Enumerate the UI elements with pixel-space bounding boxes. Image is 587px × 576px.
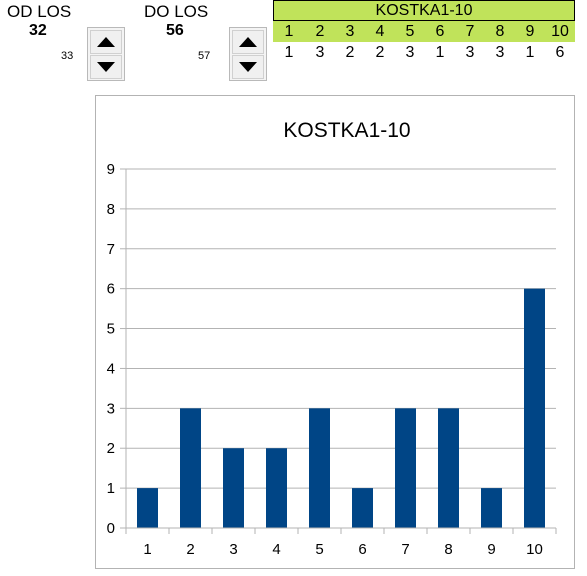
table-count-cell-2: 3 (315, 44, 325, 61)
to-decrement-button[interactable] (232, 55, 264, 79)
chart-area: KOSTKA1-10 0 1 2 3 4 5 6 7 8 9 1 2 3 4 5 6 7 8 9 10 (95, 95, 575, 569)
table-count-cell-3: 2 (345, 44, 355, 61)
table-face-cell-8: 8 (495, 23, 505, 40)
x-tick-label: 8 (444, 541, 452, 558)
from-next-value: 33 (61, 50, 74, 62)
table-count-cell-8: 3 (495, 44, 505, 61)
y-tick-label: 6 (107, 281, 115, 298)
bar-7 (395, 408, 416, 528)
table-face-cell-7: 7 (465, 23, 475, 40)
arrow-down-icon (239, 62, 257, 72)
table-count-cell-7: 3 (465, 44, 475, 61)
bar-4 (266, 448, 287, 528)
x-tick-label: 6 (358, 541, 366, 558)
to-label: DO LOS (144, 2, 209, 21)
bar-5 (309, 408, 330, 528)
to-spinner[interactable] (229, 27, 267, 81)
to-value: 56 (166, 22, 184, 39)
bar-10 (524, 288, 545, 528)
x-tick-label: 10 (526, 541, 543, 558)
arrow-up-icon (239, 37, 257, 47)
table-face-cell-4: 4 (375, 23, 385, 40)
table-face-cell-10: 10 (551, 23, 569, 40)
table-face-cell-2: 2 (315, 23, 325, 40)
table-count-cell-10: 6 (555, 44, 565, 61)
y-tick-label: 4 (107, 360, 115, 377)
table-count-cell-4: 2 (375, 44, 385, 61)
x-tick-label: 3 (229, 541, 237, 558)
x-tick-label: 7 (401, 541, 409, 558)
bar-3 (223, 448, 244, 528)
from-label: OD LOS (7, 2, 72, 21)
bar-6 (352, 488, 373, 528)
from-value: 32 (29, 22, 47, 39)
arrow-up-icon (97, 37, 115, 47)
y-tick-label: 5 (107, 321, 115, 338)
bar-2 (180, 408, 201, 528)
table-count-cell-9: 1 (525, 44, 535, 61)
y-tick-label: 8 (107, 201, 115, 218)
table-face-cell-1: 1 (284, 23, 294, 40)
frequency-table: KOSTKA1-10 1 2 3 4 5 6 7 8 9 10 1 3 2 2 3 1 3 3 1 6 (273, 0, 575, 63)
x-tick-label: 4 (272, 541, 280, 558)
y-tick-label: 7 (107, 241, 115, 258)
table-header-row: 1 2 3 4 5 6 7 8 9 10 (273, 21, 575, 42)
table-face-cell-5: 5 (405, 23, 415, 40)
to-increment-button[interactable] (232, 30, 264, 54)
arrow-down-icon (97, 62, 115, 72)
y-tick-label: 0 (107, 520, 115, 537)
table-count-cell-5: 3 (405, 44, 415, 61)
y-tick-label: 9 (107, 161, 115, 178)
table-title: KOSTKA1-10 (273, 0, 575, 21)
table-face-cell-9: 9 (525, 23, 535, 40)
from-spinner[interactable] (87, 27, 125, 81)
bar-9 (481, 488, 502, 528)
y-tick-label: 3 (107, 400, 115, 417)
table-count-cell-6: 1 (435, 44, 445, 61)
x-tick-label: 1 (143, 541, 151, 558)
x-tick-label: 5 (315, 541, 323, 558)
y-tick-label: 1 (107, 480, 115, 497)
to-next-value: 57 (198, 50, 211, 62)
x-tick-label: 2 (186, 541, 194, 558)
table-count-cell-1: 1 (284, 44, 294, 61)
table-data-row: 1 3 2 2 3 1 3 3 1 6 (273, 42, 575, 63)
x-tick-label: 9 (487, 541, 495, 558)
from-increment-button[interactable] (90, 30, 122, 54)
bar-chart: KOSTKA1-10 0 1 2 3 4 5 6 7 8 9 1 2 3 4 5 6 7 8 9 10 (107, 119, 557, 558)
y-tick-label: 2 (107, 440, 115, 457)
bar-1 (137, 488, 158, 528)
bar-8 (438, 408, 459, 528)
table-face-cell-6: 6 (435, 23, 445, 40)
table-face-cell-3: 3 (345, 23, 355, 40)
from-decrement-button[interactable] (90, 55, 122, 79)
chart-title: KOSTKA1-10 (283, 119, 410, 142)
